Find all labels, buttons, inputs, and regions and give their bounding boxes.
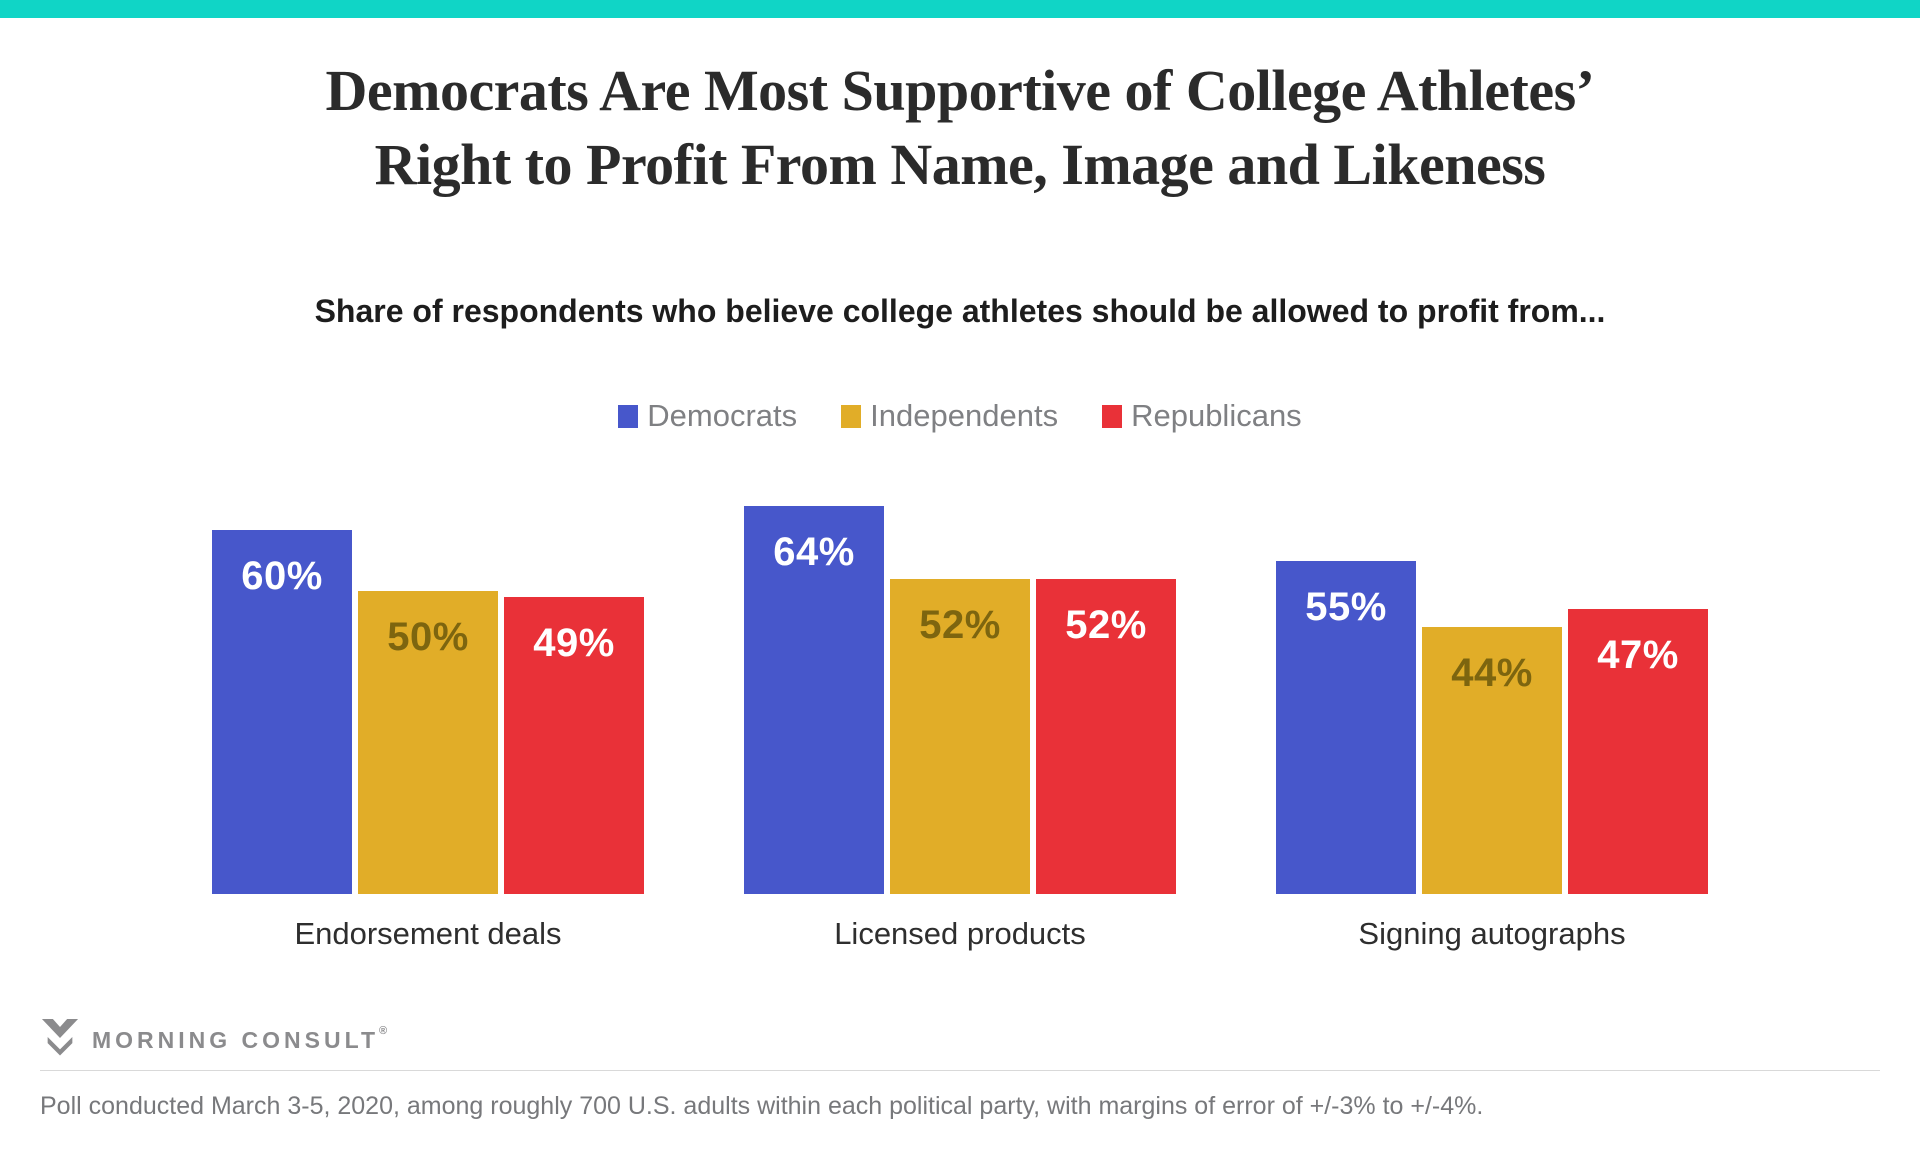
legend-label: Democrats	[647, 398, 798, 433]
legend-label: Republicans	[1131, 398, 1302, 433]
chart-title-line2: Right to Profit From Name, Image and Lik…	[374, 132, 1546, 197]
bar-value-label: 44%	[1451, 651, 1533, 695]
bar-value-label: 64%	[773, 530, 855, 574]
bar-value-label: 49%	[533, 621, 615, 665]
footer-divider	[40, 1070, 1880, 1071]
chart-subtitle: Share of respondents who believe college…	[314, 293, 1606, 329]
bar-value-label: 60%	[241, 554, 323, 598]
bar-democrats-signing-autographs: 55%	[1276, 561, 1416, 894]
legend-item-republicans: Republicans	[1102, 398, 1302, 434]
chart-legend: Democrats Independents Republicans	[0, 398, 1920, 434]
legend-item-independents: Independents	[841, 398, 1058, 434]
bar-independents-signing-autographs: 44%	[1422, 627, 1562, 894]
legend-swatch-democrats	[618, 404, 639, 428]
chart-title-line1: Democrats Are Most Supportive of College…	[325, 58, 1595, 123]
bar-republicans-endorsement-deals: 49%	[504, 597, 644, 894]
legend-swatch-independents	[841, 404, 862, 428]
legend-label: Independents	[870, 398, 1059, 433]
chart-title: Democrats Are Most Supportive of College…	[0, 54, 1920, 202]
bar-group-licensed-products: 64% 52% 52%	[744, 506, 1176, 894]
bar-independents-endorsement-deals: 50%	[358, 591, 498, 894]
bar-value-label: 52%	[919, 603, 1001, 647]
bar-value-label: 47%	[1597, 633, 1679, 677]
bar-democrats-licensed-products: 64%	[744, 506, 884, 894]
logo-wordmark: MORNING CONSULT®	[92, 1025, 388, 1053]
bar-group-endorsement-deals: 60% 50% 49%	[212, 530, 644, 894]
bar-group-signing-autographs: 55% 44% 47%	[1276, 561, 1708, 894]
bar-democrats-endorsement-deals: 60%	[212, 530, 352, 894]
legend-item-democrats: Democrats	[618, 398, 797, 434]
morning-consult-logo: MORNING CONSULT®	[40, 1018, 387, 1061]
methodology-note: Poll conducted March 3-5, 2020, among ro…	[40, 1092, 1484, 1120]
bar-independents-licensed-products: 52%	[890, 579, 1030, 894]
category-labels: Endorsement deals Licensed products Signin…	[0, 916, 1920, 952]
bar-value-label: 50%	[387, 615, 469, 659]
legend-swatch-republicans	[1102, 404, 1123, 428]
bar-republicans-signing-autographs: 47%	[1568, 609, 1708, 894]
bar-value-label: 55%	[1305, 585, 1387, 629]
morning-consult-m-icon	[40, 1018, 80, 1061]
top-accent-bar	[0, 0, 1920, 18]
category-label-endorsement-deals: Endorsement deals	[294, 916, 562, 951]
bar-value-label: 52%	[1065, 603, 1147, 647]
plot-area: 60% 50% 49% 64% 52% 52% 55% 44% 47%	[0, 470, 1920, 894]
category-label-licensed-products: Licensed products	[834, 916, 1086, 951]
bar-republicans-licensed-products: 52%	[1036, 579, 1176, 894]
category-label-signing-autographs: Signing autographs	[1358, 916, 1626, 951]
registered-trademark-symbol: ®	[379, 1025, 388, 1037]
